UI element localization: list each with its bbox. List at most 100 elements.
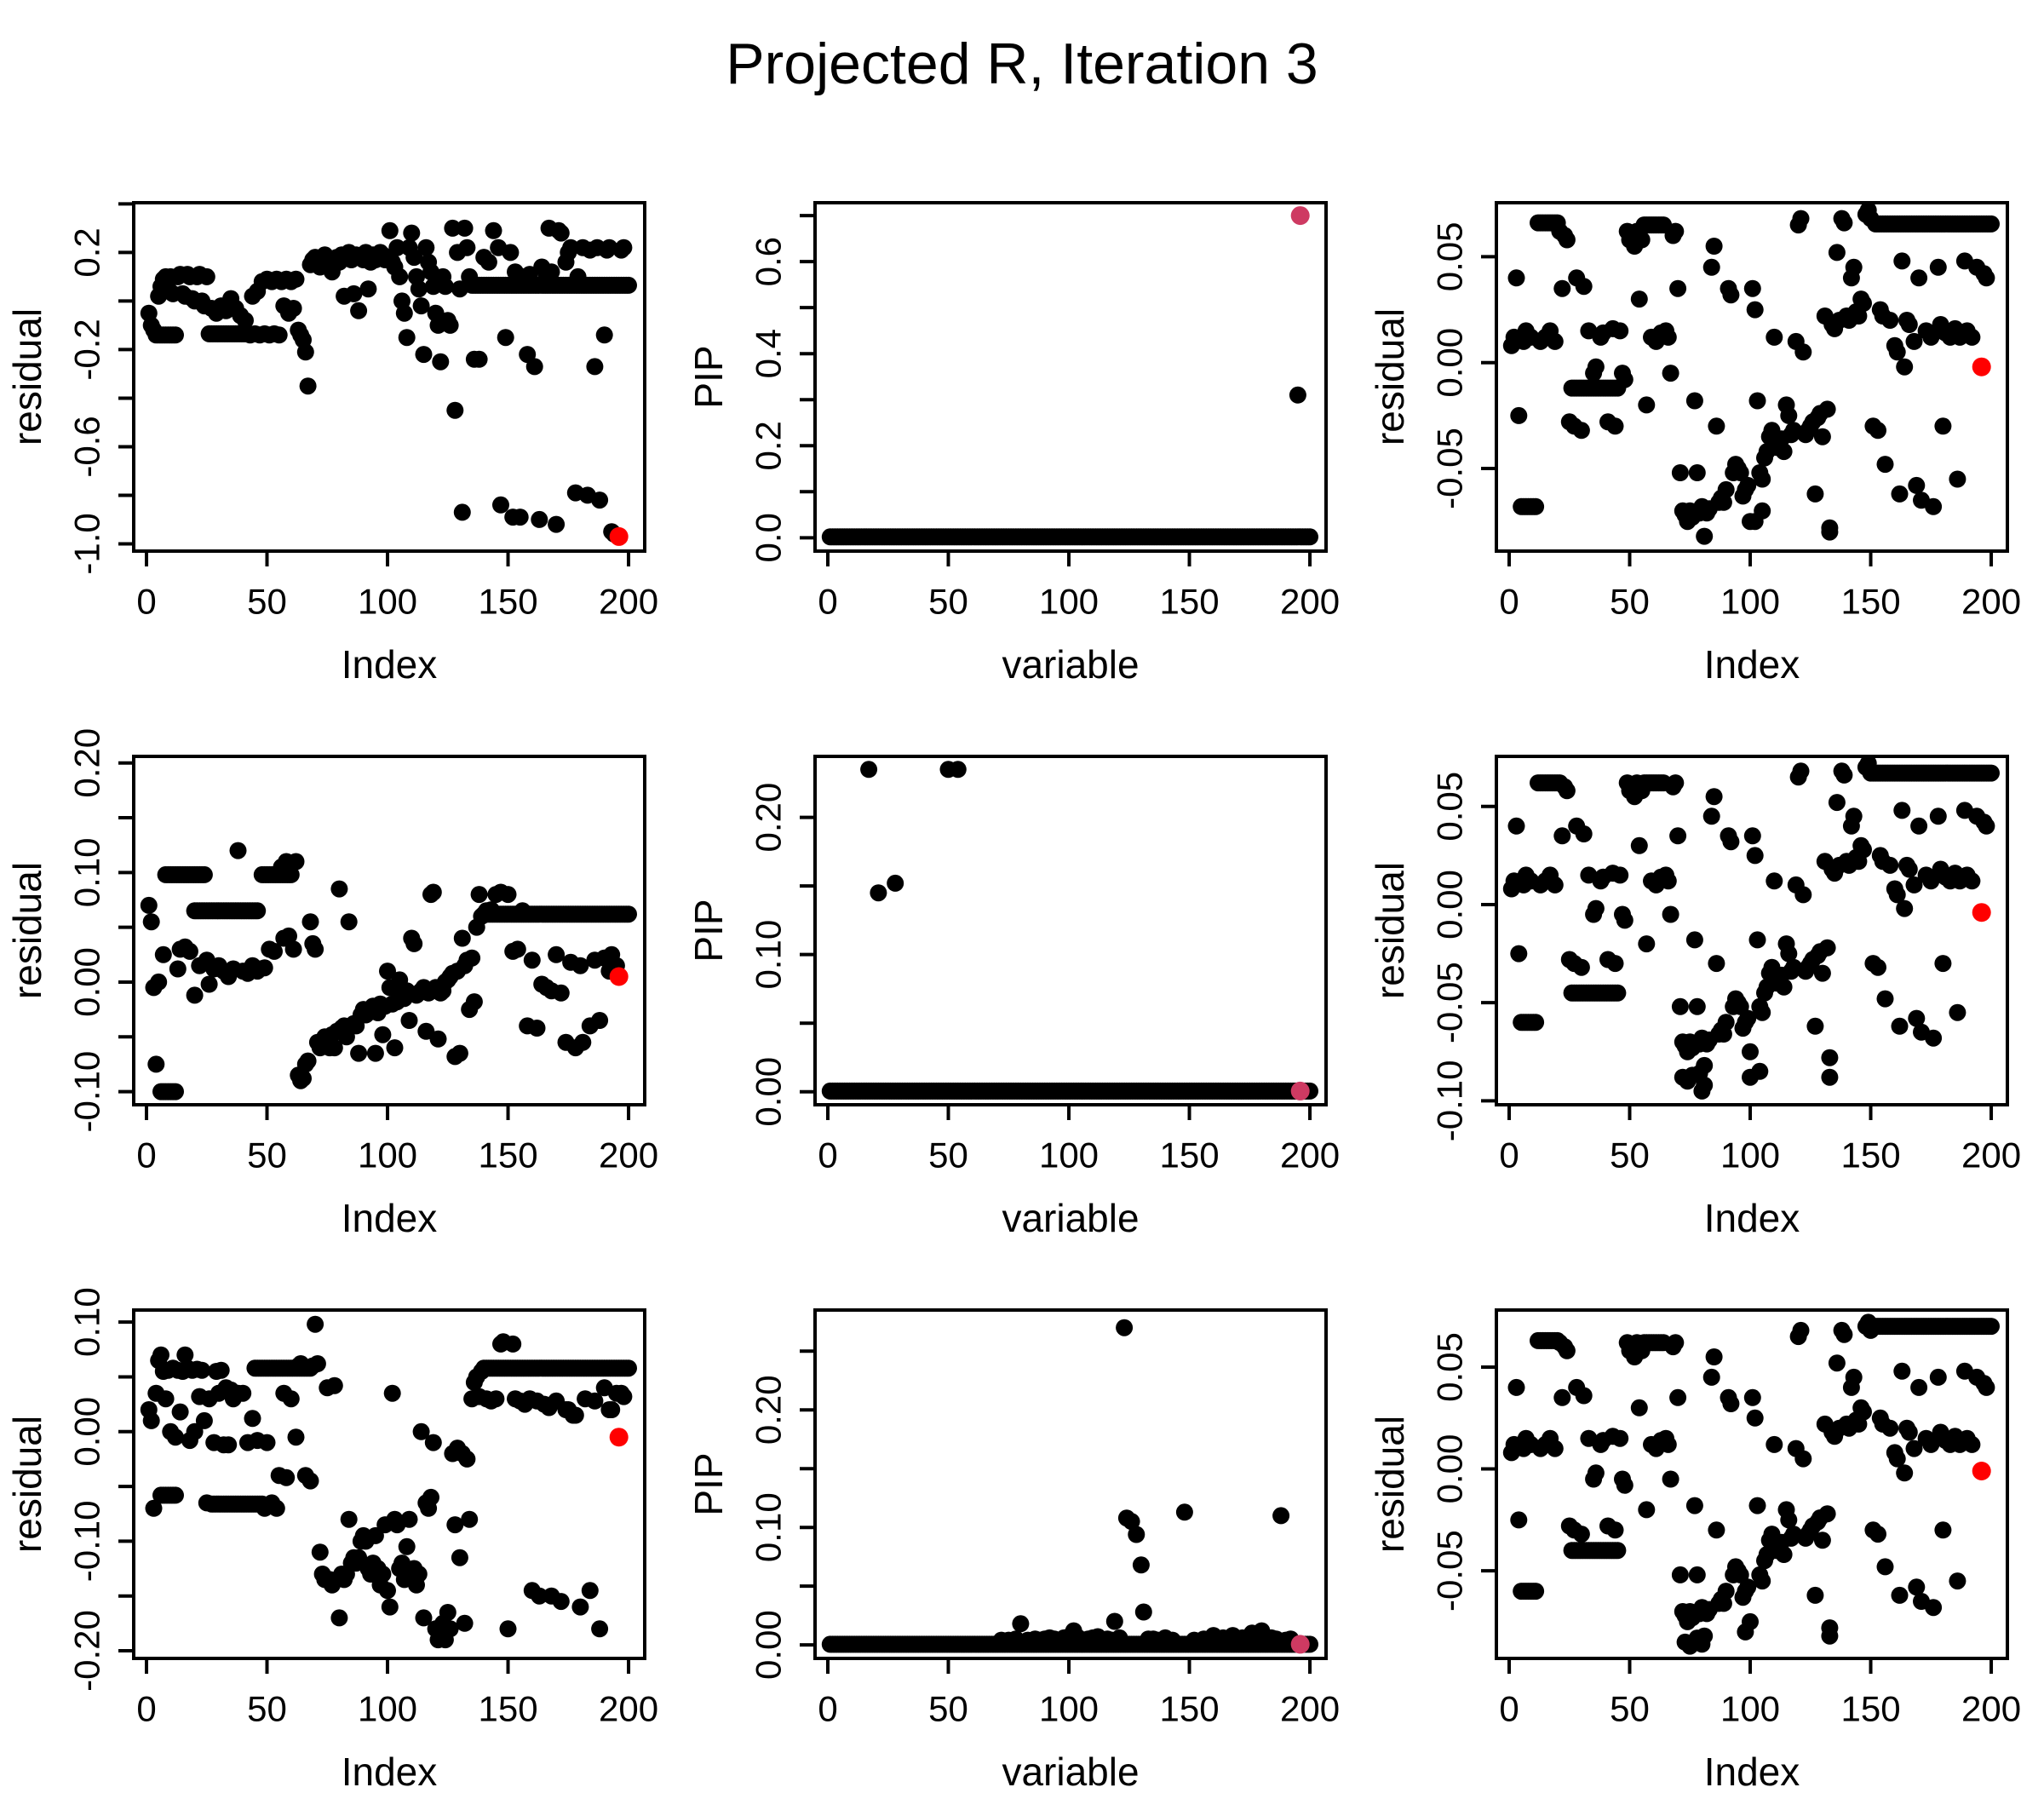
data-point [1934,955,1952,973]
data-point [1855,1403,1872,1421]
data-point [463,949,481,967]
data-point [531,1587,548,1605]
data-point [1702,1368,1720,1386]
data-point [1908,1009,1926,1027]
data-point [620,905,637,923]
data-point [147,1055,165,1073]
data-point [1722,833,1740,851]
data-point [1611,866,1629,884]
data-point [525,358,543,376]
data-point [453,503,471,521]
data-point [1606,417,1624,435]
y-tick-label: -0.6 [67,416,107,477]
data-point [451,1549,468,1566]
data-point [1813,1532,1831,1549]
data-point [492,496,509,514]
data-point [350,302,368,319]
data-point [1862,1321,1880,1339]
plot-cell-residual-vs-index-2: 0 50 100 150 200 0.20 0.10 0.00 -0.10 Index residu… [0,681,681,1240]
data-point [287,853,305,871]
data-point [229,842,247,859]
y-tick-label: -0.10 [67,1051,107,1133]
scatter-plot-residual-vs-index-1: 0 50 100 150 200 0.2 -0.2 -0.6 -1.0 Index residual [5,201,658,687]
data-point [417,238,435,256]
plot-box [1495,201,2009,553]
data-point [405,934,423,952]
plot-cell-projected-residual-vs-index-3: 0 50 100 150 200 0.05 0.00 -0.05 Index residual [1363,1235,2044,1793]
data-point [1775,978,1793,996]
scatter-plot-pip-vs-variable-3: 0 50 100 150 200 0.00 0.10 0.20 variable PIP [686,1308,1340,1793]
data-point [1748,1497,1766,1514]
data-point [548,515,566,533]
data-point [1659,872,1677,890]
x-tick-label: 50 [247,1135,287,1175]
data-point [1748,392,1766,410]
y-axis-title: residual [5,862,49,999]
data-point [1671,1566,1689,1583]
data-point [1630,836,1648,854]
data-point [287,270,305,288]
x-tick-label: 0 [1499,582,1519,622]
data-point [1896,1464,1914,1482]
data-point [1881,1419,1899,1437]
data-point [1806,1586,1824,1604]
y-tick-label: -0.05 [1430,962,1470,1043]
data-point [1835,766,1853,784]
data-point [1662,905,1679,923]
y-tick-label: 0.20 [749,1375,789,1445]
data-point [1794,1450,1812,1468]
data-point [1845,1368,1863,1386]
data-point [1705,788,1723,806]
data-point [1792,1321,1810,1339]
data-point [1828,1354,1846,1372]
data-point [1558,1342,1576,1359]
data-point [591,491,609,509]
data-point [1708,1521,1725,1539]
data-point [267,1499,285,1517]
data-point [1963,872,1981,890]
data-point [359,280,377,298]
data-point [167,1428,184,1446]
data-point [470,886,488,904]
y-tick-label: 0.00 [1430,328,1470,398]
data-point [330,880,348,898]
data-point [1722,286,1740,304]
data-point [1855,841,1872,859]
data-point [1696,527,1714,545]
data-point [1667,1334,1685,1352]
data-point [1818,400,1836,418]
data-point [479,253,497,271]
data-point [1702,258,1720,276]
data-point [1722,1395,1740,1412]
data-point [1828,794,1846,812]
x-tick-label: 150 [1159,582,1219,622]
data-point [142,913,160,931]
data-point [249,902,267,920]
x-tick-label: 200 [599,1689,658,1729]
data-point [200,975,218,993]
data-point [1775,1546,1793,1563]
data-point [1611,322,1629,340]
x-axis-title: variable [1002,642,1139,681]
data-point [1572,422,1590,440]
data-point [381,221,399,239]
data-point [282,1390,300,1408]
data-point [441,316,459,334]
data-point [307,940,324,958]
data-point [1510,1511,1528,1529]
data-point [400,1012,418,1029]
data-point [1669,1388,1687,1406]
data-point [299,377,317,395]
data-point [424,1434,442,1451]
data-point [1575,278,1593,296]
plot-cell-pip-vs-variable-1: 0 50 100 150 200 0.0 0.2 0.4 0.6 variable PIP [681,128,1363,687]
data-point [1746,847,1764,865]
data-point [403,224,421,242]
data-point [1705,238,1723,255]
data-point [417,1022,435,1040]
data-point [212,1361,230,1379]
data-point [1794,343,1812,361]
data-point [374,1566,392,1583]
data-point [301,1472,319,1490]
data-point [1934,1521,1952,1539]
